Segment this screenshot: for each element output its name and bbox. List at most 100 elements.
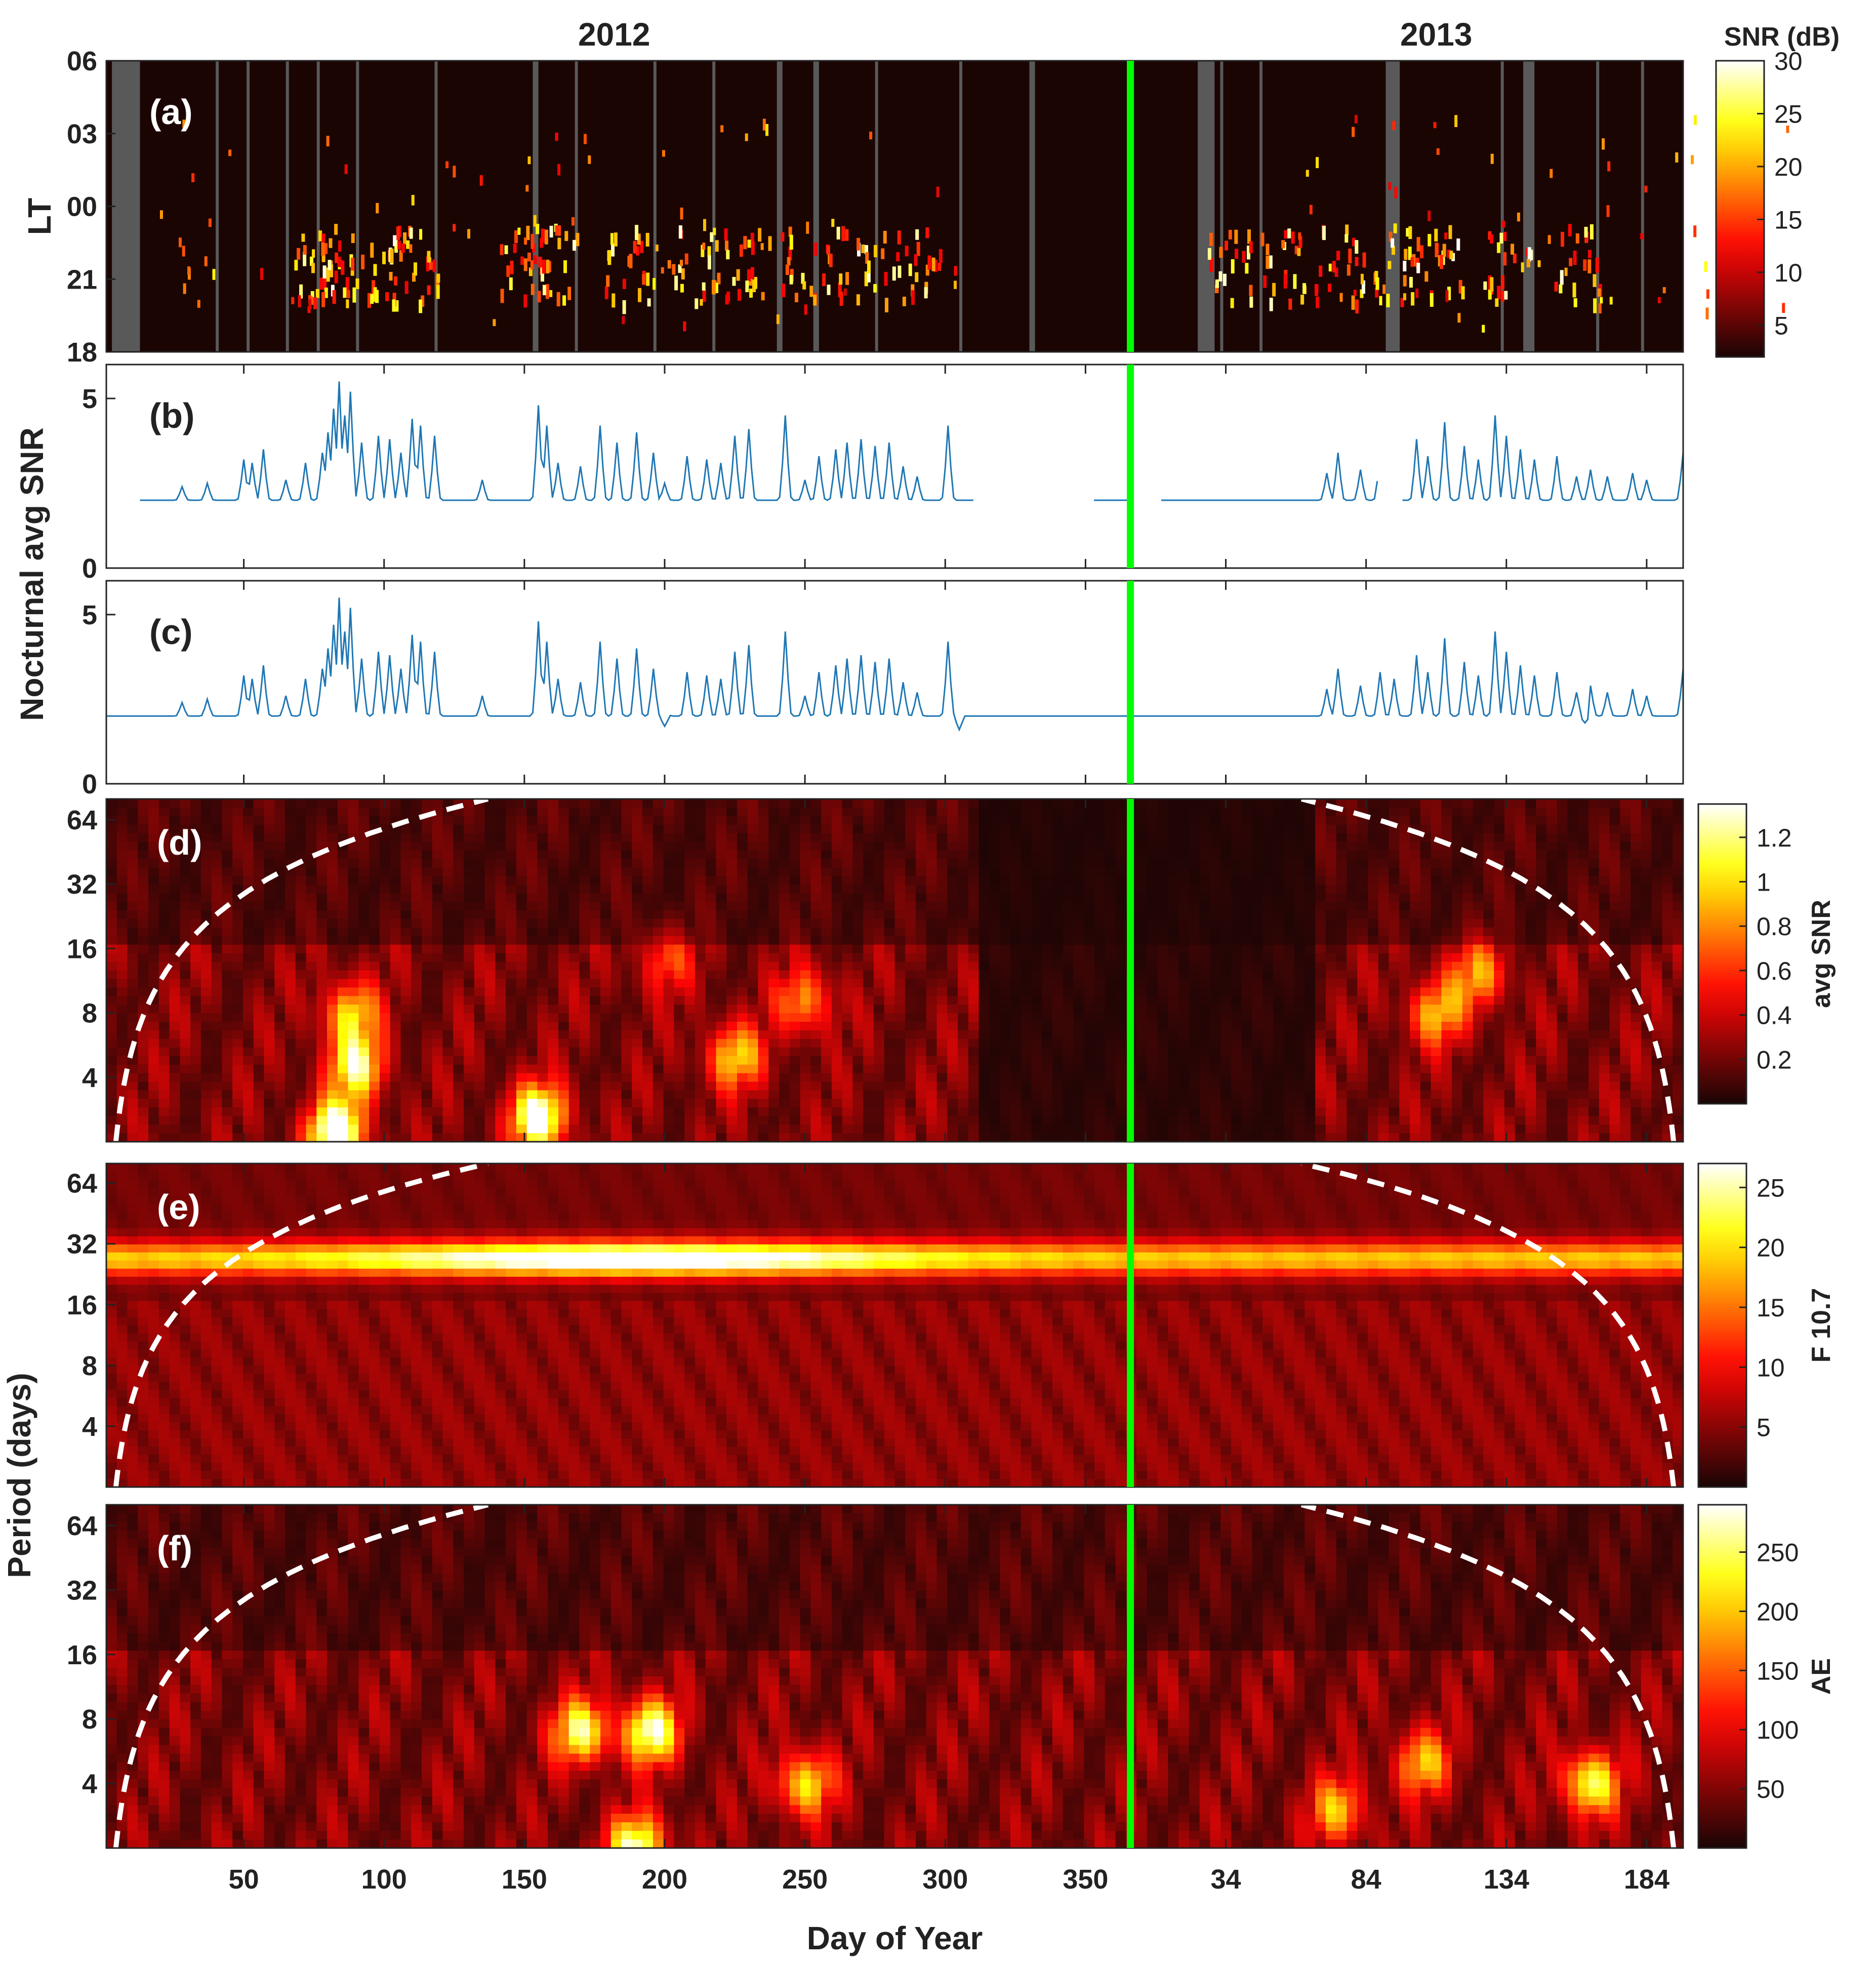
wavelet-cell bbox=[295, 936, 307, 945]
wavelet-cell bbox=[474, 936, 485, 945]
wavelet-cell bbox=[285, 1133, 296, 1142]
wavelet-cell bbox=[106, 1047, 117, 1057]
missing-data-column bbox=[286, 61, 289, 352]
wavelet-cell bbox=[894, 987, 906, 996]
wavelet-cell bbox=[958, 1090, 969, 1099]
wavelet-cell bbox=[1157, 1107, 1169, 1116]
snr-pixel bbox=[1500, 290, 1504, 302]
wavelet-cell bbox=[632, 1081, 643, 1091]
wavelet-cell bbox=[610, 1047, 622, 1057]
wavelet-cell bbox=[568, 902, 580, 911]
wavelet-cell bbox=[442, 1090, 454, 1099]
wavelet-cell bbox=[852, 902, 864, 911]
wavelet-cell bbox=[1000, 1107, 1011, 1116]
wavelet-cell bbox=[1241, 987, 1253, 996]
wavelet-cell bbox=[1252, 927, 1263, 937]
wavelet-cell bbox=[1178, 1133, 1190, 1142]
wavelet-cell bbox=[1105, 936, 1116, 945]
wavelet-cell bbox=[306, 910, 317, 919]
snr-pixel bbox=[1537, 260, 1541, 267]
wavelet-cell bbox=[716, 876, 727, 885]
wavelet-cell bbox=[1094, 876, 1106, 885]
wavelet-cell bbox=[348, 799, 359, 808]
wavelet-cell bbox=[800, 927, 811, 937]
wavelet-cell bbox=[274, 936, 286, 945]
wavelet-cell bbox=[705, 1013, 717, 1022]
wavelet-cell bbox=[106, 1116, 117, 1125]
wavelet-cell bbox=[1210, 1090, 1221, 1099]
wavelet-cell bbox=[211, 970, 223, 979]
wavelet-cell bbox=[821, 867, 832, 876]
wavelet-cell bbox=[180, 1038, 191, 1048]
wavelet-cell bbox=[1021, 970, 1032, 979]
wavelet-cell bbox=[243, 961, 254, 971]
wavelet-cell bbox=[116, 1056, 128, 1065]
wavelet-cell bbox=[1241, 1116, 1253, 1125]
wavelet-cell bbox=[180, 807, 191, 817]
wavelet-cell bbox=[989, 1056, 1000, 1065]
wavelet-cell bbox=[474, 927, 485, 937]
wavelet-cell bbox=[422, 1022, 433, 1031]
wavelet-cell bbox=[1220, 1030, 1232, 1039]
wavelet-cell bbox=[453, 816, 464, 825]
wavelet-cell bbox=[1115, 1081, 1126, 1091]
wavelet-cell bbox=[526, 1133, 538, 1142]
snr-pixel bbox=[1564, 267, 1568, 276]
wavelet-cell bbox=[1147, 936, 1158, 945]
snr-pixel bbox=[531, 284, 535, 295]
wavelet-cell bbox=[568, 979, 580, 988]
wavelet-cell bbox=[306, 944, 317, 954]
wavelet-cell bbox=[590, 1047, 601, 1057]
wavelet-cell bbox=[842, 944, 853, 954]
wavelet-cell bbox=[632, 1099, 643, 1108]
wavelet-cell bbox=[726, 1005, 738, 1014]
snr-pixel bbox=[839, 292, 843, 306]
wavelet-cell bbox=[958, 996, 969, 1005]
wavelet-cell bbox=[106, 1081, 117, 1091]
wavelet-cell bbox=[652, 970, 664, 979]
wavelet-cell bbox=[1073, 1073, 1084, 1082]
wavelet-cell bbox=[295, 1107, 307, 1116]
wavelet-cell bbox=[1010, 893, 1022, 902]
snr-pixel bbox=[1218, 271, 1222, 282]
wavelet-cell bbox=[978, 961, 990, 971]
wavelet-cell bbox=[1000, 1090, 1011, 1099]
wavelet-cell bbox=[852, 1056, 864, 1065]
wavelet-cell bbox=[232, 1030, 243, 1039]
wavelet-cell bbox=[821, 927, 832, 937]
wavelet-cell bbox=[442, 1107, 454, 1116]
wavelet-cell bbox=[1157, 841, 1169, 851]
wavelet-cell bbox=[495, 927, 506, 937]
wavelet-cell bbox=[1063, 1056, 1074, 1065]
wavelet-cell bbox=[1210, 1047, 1221, 1057]
wavelet-cell bbox=[506, 1038, 517, 1048]
wavelet-cell bbox=[758, 867, 769, 876]
wavelet-cell bbox=[558, 1013, 569, 1022]
wavelet-cell bbox=[526, 996, 538, 1005]
wavelet-cell bbox=[716, 867, 727, 876]
wavelet-cell bbox=[1220, 1116, 1232, 1125]
wavelet-cell bbox=[1042, 961, 1053, 971]
snr-pixel bbox=[406, 240, 410, 249]
wavelet-cell bbox=[327, 885, 338, 894]
missing-data-column bbox=[959, 61, 962, 352]
wavelet-cell bbox=[422, 1005, 433, 1014]
wavelet-cell bbox=[1231, 1133, 1242, 1142]
wavelet-cell bbox=[1042, 919, 1053, 928]
wavelet-cell bbox=[768, 987, 780, 996]
wavelet-cell bbox=[947, 876, 958, 885]
wavelet-cell bbox=[1178, 902, 1190, 911]
wavelet-cell bbox=[558, 850, 569, 859]
wavelet-cell bbox=[842, 927, 853, 937]
wavelet-cell bbox=[1231, 1073, 1242, 1082]
wavelet-cell bbox=[180, 953, 191, 962]
wavelet-cell bbox=[810, 1099, 822, 1108]
wavelet-cell bbox=[548, 996, 559, 1005]
wavelet-cell bbox=[621, 1064, 632, 1074]
wavelet-cell bbox=[779, 1125, 790, 1134]
wavelet-cell bbox=[453, 1116, 464, 1125]
wavelet-cell bbox=[926, 919, 937, 928]
wavelet-cell bbox=[1021, 902, 1032, 911]
wavelet-cell bbox=[180, 876, 191, 885]
wavelet-cell bbox=[358, 859, 370, 868]
